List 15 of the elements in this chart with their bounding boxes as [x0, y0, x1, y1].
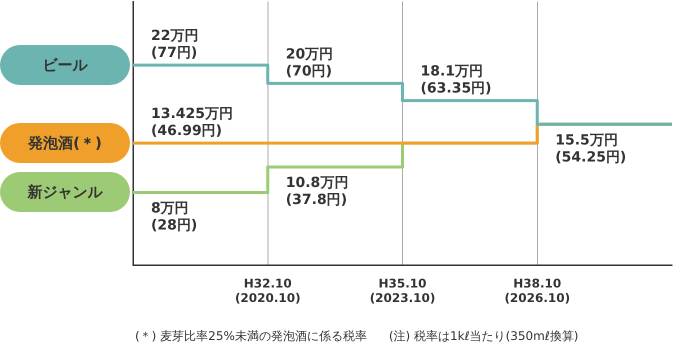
data-label: 18.1万円 (63.35円) — [420, 64, 492, 97]
data-label: 20万円 (70円) — [286, 46, 334, 80]
text: (＊) 麦芽比率25%未満の発泡酒に係る税率 — [135, 329, 367, 343]
data-label: 13.425万円 (46.99円) — [151, 106, 234, 140]
text: (注) 税率は1kℓ当たり(350mℓ換算) — [388, 329, 578, 343]
x-tick-label: H35.10 (2023.10) — [370, 276, 436, 305]
data-label: 10.8万円 (37.8円) — [286, 174, 348, 208]
x-tick-label: H38.10 (2026.10) — [504, 276, 570, 305]
data-label: 8万円 (28円) — [151, 200, 198, 234]
data-label: 15.5万円 (54.25円) — [555, 132, 626, 166]
text: 発泡酒(＊) — [0, 123, 130, 164]
x-tick-label: H32.10 (2020.10) — [234, 276, 301, 305]
text: 新ジャンル — [0, 172, 130, 212]
text: ビール — [0, 45, 130, 86]
data-label: 22万円 (77円) — [151, 28, 198, 62]
